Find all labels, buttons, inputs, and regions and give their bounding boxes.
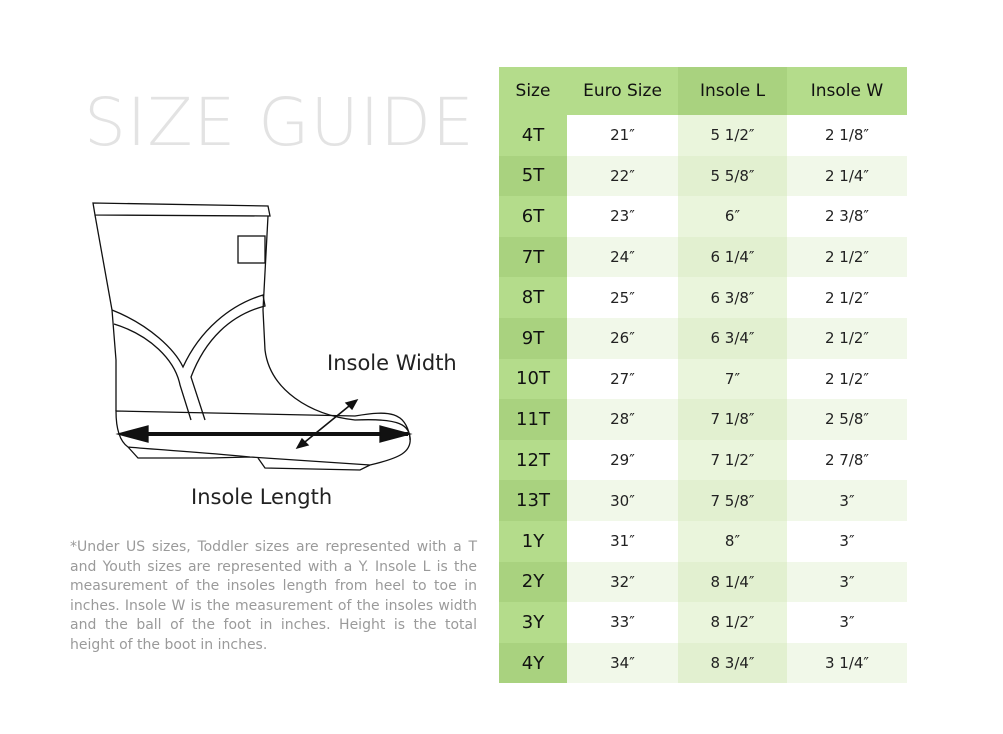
insole-width-cell: 2 1/2″ [824, 369, 870, 388]
table-row: 6T 23″ 6″ 2 3/8″ [499, 196, 907, 237]
table-row: 2Y 32″ 8 1/4″ 3″ [499, 561, 907, 603]
insole-length-cell: 6 3/8″ [678, 277, 787, 318]
table-row: 12T 29″ 7 1/2″ 2 7/8″ [499, 439, 907, 481]
size-cell: 9T [499, 317, 567, 359]
size-cell: 3Y [499, 602, 567, 643]
page-title: SIZE GUIDE [84, 84, 475, 161]
insole-length-cell: 8″ [678, 520, 787, 562]
table-row: 4Y 34″ 8 3/4″ 3 1/4″ [499, 642, 907, 684]
table-row: 13T 30″ 7 5/8″ 3″ [499, 480, 907, 521]
euro-size-cell: 34″ [567, 642, 678, 684]
euro-size-cell: 31″ [610, 532, 635, 551]
column-header: Size [499, 67, 567, 115]
column-header: Euro Size [567, 67, 678, 115]
boot-shaft [94, 214, 411, 441]
insole-width-cell: 2 1/8″ [824, 126, 870, 145]
arrow-head-left-icon [115, 425, 149, 443]
boot-diagram [92, 202, 413, 471]
table-row: 9T 26″ 6 3/4″ 2 1/2″ [499, 317, 907, 359]
column-header: Insole L [678, 67, 787, 115]
insole-width-cell: 2 1/2″ [787, 317, 907, 359]
size-cell: 1Y [499, 520, 567, 562]
size-cell: 5T [499, 155, 567, 197]
insole-length-label: Insole Length [191, 485, 333, 509]
size-cell: 11T [499, 399, 567, 440]
euro-size-cell: 26″ [567, 317, 678, 359]
boot-tab [237, 235, 266, 264]
insole-length-cell: 8 1/2″ [678, 602, 787, 643]
table-row: 8T 25″ 6 3/8″ 2 1/2″ [499, 277, 907, 318]
table-header: Size Euro Size Insole L Insole W [499, 67, 907, 115]
euro-size-cell: 28″ [567, 399, 678, 440]
euro-size-cell: 30″ [567, 480, 678, 521]
euro-size-cell: 21″ [610, 126, 635, 145]
insole-length-cell: 6″ [678, 196, 787, 237]
table-row: 1Y 31″ 8″ 3″ [499, 520, 907, 562]
arrow-head-right-icon [379, 425, 413, 443]
insole-width-cell: 2 5/8″ [787, 399, 907, 440]
insole-length-cell: 7 5/8″ [678, 480, 787, 521]
size-cell: 10T [499, 358, 567, 400]
table-row: 5T 22″ 5 5/8″ 2 1/4″ [499, 155, 907, 197]
euro-size-cell: 25″ [610, 288, 635, 307]
insole-width-cell: 2 1/2″ [824, 288, 870, 307]
size-note: *Under US sizes, Toddler sizes are repre… [70, 539, 477, 653]
table-row: 3Y 33″ 8 1/2″ 3″ [499, 602, 907, 643]
insole-width-cell: 2 1/2″ [787, 236, 907, 278]
insole-width-cell: 2 7/8″ [824, 451, 870, 470]
arrow-head-up-icon [344, 398, 359, 411]
euro-size-cell: 29″ [610, 451, 635, 470]
euro-size-cell: 23″ [610, 207, 635, 226]
boot-cuff [92, 202, 271, 217]
table-row: 11T 28″ 7 1/8″ 2 5/8″ [499, 399, 907, 440]
euro-size-cell: 33″ [610, 613, 635, 632]
insole-length-cell: 6 1/4″ [678, 236, 787, 278]
boot-strap [111, 294, 266, 421]
insole-length-cell: 7 1/2″ [678, 439, 787, 481]
insole-length-cell: 7 1/8″ [678, 399, 787, 440]
insole-length-cell: 8 1/4″ [678, 561, 787, 603]
insole-length-cell: 5 1/2″ [678, 115, 787, 156]
size-cell: 4Y [499, 642, 567, 684]
insole-width-cell: 2 3/8″ [824, 207, 870, 226]
table-row: 10T 27″ 7″ 2 1/2″ [499, 358, 907, 400]
size-cell: 4T [499, 115, 567, 156]
arrow-head-down-icon [295, 437, 310, 450]
insole-width-cell: 3″ [839, 613, 855, 632]
size-cell: 8T [499, 277, 567, 318]
size-cell: 2Y [499, 561, 567, 603]
boot-sole [115, 410, 411, 471]
insole-width-cell: 3 1/4″ [787, 642, 907, 684]
euro-size-cell: 32″ [567, 561, 678, 603]
insole-width-cell: 3″ [787, 561, 907, 603]
insole-width-cell: 3″ [787, 480, 907, 521]
euro-size-cell: 27″ [610, 369, 635, 388]
insole-width-cell: 2 1/4″ [787, 155, 907, 197]
size-cell: 13T [499, 480, 567, 521]
insole-width-label: Insole Width [327, 351, 457, 375]
euro-size-cell: 24″ [567, 236, 678, 278]
size-cell: 6T [499, 196, 567, 237]
size-cell: 12T [499, 439, 567, 481]
insole-length-cell: 8 3/4″ [678, 642, 787, 684]
column-header: Insole W [787, 67, 907, 115]
table-row: 4T 21″ 5 1/2″ 2 1/8″ [499, 115, 907, 156]
size-table: Size Euro Size Insole L Insole W 4T 21″ 5 1/2… [499, 67, 907, 684]
euro-size-cell: 22″ [567, 155, 678, 197]
insole-length-cell: 5 5/8″ [678, 155, 787, 197]
insole-width-arrow [299, 401, 355, 447]
insole-width-cell: 3″ [839, 532, 855, 551]
insole-length-cell: 7″ [678, 358, 787, 400]
size-cell: 7T [499, 236, 567, 278]
table-row: 7T 24″ 6 1/4″ 2 1/2″ [499, 236, 907, 278]
insole-length-cell: 6 3/4″ [678, 317, 787, 359]
